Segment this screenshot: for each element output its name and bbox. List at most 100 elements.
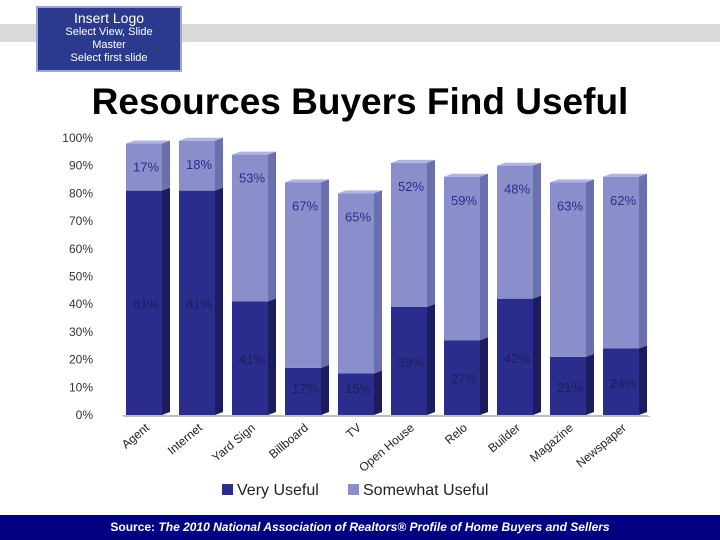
bar-side-very-useful — [374, 370, 382, 415]
bar-top — [338, 190, 382, 194]
data-label-somewhat-useful: 17% — [133, 160, 159, 175]
bar-somewhat-useful — [232, 154, 268, 302]
bar-top — [497, 162, 541, 166]
bar-top — [179, 137, 223, 141]
bar-side-very-useful — [215, 187, 223, 415]
y-tick-label: 60% — [69, 242, 93, 256]
data-label-somewhat-useful: 53% — [239, 171, 265, 186]
bar-top — [126, 140, 170, 144]
logo-instruction-2: Master — [92, 39, 126, 51]
bar-somewhat-useful — [179, 140, 215, 191]
data-label-somewhat-useful: 48% — [504, 182, 530, 197]
logo-placeholder[interactable]: Insert Logo Select View, Slide Master Se… — [36, 6, 182, 72]
legend-label: Somewhat Useful — [363, 482, 488, 499]
bar-very-useful — [126, 190, 162, 415]
bar-side-very-useful — [162, 187, 170, 415]
legend-label: Very Useful — [237, 482, 319, 499]
data-label-very-useful: 27% — [451, 372, 477, 387]
bar-side-somewhat-useful — [480, 173, 488, 341]
bar-very-useful — [232, 301, 268, 415]
bar-somewhat-useful — [285, 182, 321, 368]
data-label-somewhat-useful: 52% — [398, 179, 424, 194]
y-tick-label: 30% — [69, 325, 93, 339]
stacked-bar-chart: 0% 10% 20% 30% 40% 50% 60% 70% 80% 90% 100% 81% 17% A… — [62, 131, 651, 499]
legend-swatch — [222, 484, 233, 495]
x-tick-label: Newspaper — [573, 421, 629, 471]
y-tick-label: 20% — [69, 353, 93, 367]
bar-side-very-useful — [480, 337, 488, 415]
bar-somewhat-useful — [603, 176, 639, 349]
y-tick-label: 80% — [69, 186, 93, 200]
source-text: The 2010 National Association of Realtor… — [158, 520, 610, 534]
bar-very-useful — [497, 298, 533, 415]
bar-very-useful — [179, 190, 215, 415]
bar-very-useful — [338, 373, 374, 415]
bar-very-useful — [391, 306, 427, 415]
bar-side-somewhat-useful — [427, 159, 435, 307]
y-tick-label: 0% — [76, 408, 94, 422]
bar-top — [391, 159, 435, 163]
data-label-somewhat-useful: 18% — [186, 157, 212, 172]
x-tick-label: Magazine — [527, 420, 576, 464]
legend-swatch — [348, 484, 359, 495]
bar-side-somewhat-useful — [533, 162, 541, 299]
y-tick-label: 10% — [69, 380, 93, 394]
bar-somewhat-useful — [126, 143, 162, 191]
bar-side-somewhat-useful — [639, 173, 647, 349]
logo-instruction-3: Select first slide — [70, 52, 148, 64]
bar-side-very-useful — [639, 345, 647, 415]
source-footer: Source: The 2010 National Association of… — [0, 515, 720, 540]
bar-side-somewhat-useful — [321, 179, 329, 368]
bar-very-useful — [285, 367, 321, 415]
bar-very-useful — [444, 340, 480, 415]
data-label-very-useful: 21% — [557, 380, 583, 395]
x-tick-label: Open House — [356, 420, 417, 474]
x-tick-label: Internet — [165, 420, 206, 457]
x-tick-label: TV — [343, 421, 364, 442]
bar-side-somewhat-useful — [374, 190, 382, 374]
bar-side-very-useful — [533, 295, 541, 415]
data-label-very-useful: 39% — [398, 355, 424, 370]
bar-side-somewhat-useful — [268, 151, 276, 302]
bar-side-somewhat-useful — [586, 179, 594, 357]
bar-side-somewhat-useful — [162, 140, 170, 191]
x-tick-label: Relo — [442, 420, 470, 447]
y-tick-label: 100% — [62, 131, 93, 145]
bar-side-very-useful — [321, 364, 329, 415]
y-tick-label: 70% — [69, 214, 93, 228]
source-label: Source: — [110, 520, 156, 534]
bar-top — [285, 179, 329, 183]
y-tick-label: 40% — [69, 297, 93, 311]
data-label-very-useful: 42% — [504, 351, 530, 366]
data-label-somewhat-useful: 65% — [345, 209, 371, 224]
bar-side-very-useful — [427, 303, 435, 415]
data-label-very-useful: 81% — [186, 297, 212, 312]
data-label-somewhat-useful: 67% — [292, 198, 318, 213]
chart-floor — [122, 415, 651, 417]
bar-top — [232, 151, 276, 155]
data-label-very-useful: 17% — [292, 381, 318, 396]
data-label-very-useful: 41% — [239, 352, 265, 367]
bar-side-very-useful — [586, 353, 594, 415]
x-tick-label: Billboard — [266, 421, 311, 462]
bar-very-useful — [603, 348, 639, 415]
bar-somewhat-useful — [550, 182, 586, 357]
data-label-very-useful: 24% — [610, 376, 636, 391]
bar-top — [603, 173, 647, 177]
data-label-very-useful: 15% — [345, 381, 371, 396]
data-label-very-useful: 81% — [133, 297, 159, 312]
y-tick-label: 90% — [69, 159, 93, 173]
bar-somewhat-useful — [391, 162, 427, 307]
bar-somewhat-useful — [338, 193, 374, 374]
bar-top — [550, 179, 594, 183]
x-tick-label: Builder — [485, 421, 523, 456]
logo-title: Insert Logo — [73, 10, 145, 26]
bar-side-somewhat-useful — [215, 137, 223, 191]
x-tick-label: Yard Sign — [209, 421, 258, 465]
data-label-somewhat-useful: 59% — [451, 193, 477, 208]
bar-very-useful — [550, 356, 586, 415]
slide-title: Resources Buyers Find Useful — [91, 81, 629, 122]
bar-top — [444, 173, 488, 177]
bar-side-very-useful — [268, 298, 276, 415]
data-label-somewhat-useful: 63% — [557, 198, 583, 213]
